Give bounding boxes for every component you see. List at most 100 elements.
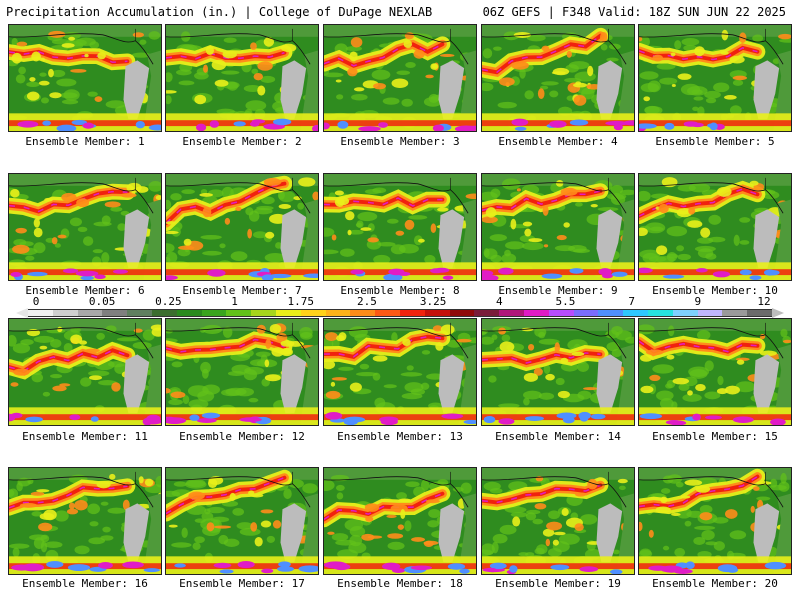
dry-region	[596, 503, 623, 563]
tropical-convection	[17, 120, 39, 128]
precip-cell	[695, 383, 706, 392]
tropical-convection	[483, 415, 496, 424]
precip-cell	[725, 509, 738, 519]
precip-cell	[498, 77, 515, 87]
precip-cell	[331, 234, 337, 241]
scale-color-swatch	[176, 310, 202, 316]
precip-cell	[206, 522, 215, 532]
precip-cell	[736, 359, 745, 365]
light-precip-area	[482, 549, 494, 556]
scale-color-swatch	[251, 310, 276, 316]
precip-cell	[97, 52, 106, 60]
light-precip-area	[324, 249, 339, 255]
light-precip-area	[245, 100, 267, 111]
light-precip-area	[20, 339, 34, 346]
precip-cell	[10, 189, 20, 198]
tropical-convection	[662, 274, 685, 279]
tropical-convection	[237, 560, 255, 569]
light-precip-area	[248, 397, 259, 403]
light-precip-area	[194, 518, 206, 523]
tropical-convection	[562, 416, 575, 424]
tropical-convection	[459, 568, 470, 574]
light-precip-area	[732, 79, 744, 86]
light-precip-area	[666, 226, 688, 237]
light-precip-area	[188, 399, 209, 409]
tropical-convection	[695, 268, 708, 273]
coastline	[166, 476, 311, 508]
light-precip-area	[166, 199, 172, 210]
tropical-convection	[75, 270, 99, 277]
precip-cell	[16, 41, 28, 47]
precip-cell	[250, 522, 258, 532]
precip-cell	[250, 42, 257, 50]
precip-cell	[639, 521, 643, 532]
precip-cell	[74, 500, 88, 511]
ensemble-member-label: Ensemble Member: 4	[498, 135, 618, 148]
light-precip-area	[336, 492, 344, 500]
light-precip-area	[573, 248, 590, 254]
precip-cell	[224, 217, 231, 225]
continent-land	[616, 493, 634, 574]
precip-cell	[456, 338, 472, 343]
precip-cell	[166, 388, 171, 394]
dry-region	[280, 60, 307, 120]
scale-color-swatch	[623, 310, 648, 316]
precip-cell	[257, 61, 273, 71]
light-precip-area	[671, 401, 678, 410]
light-precip-area	[61, 99, 79, 105]
scale-color-swatch	[77, 310, 103, 316]
storm-track-extreme	[482, 190, 601, 212]
precip-cell	[555, 180, 564, 187]
scale-color-swatch	[722, 310, 748, 316]
light-precip-area	[729, 105, 742, 116]
light-precip-area	[255, 351, 271, 358]
light-precip-area	[16, 482, 23, 492]
light-precip-area	[166, 243, 175, 253]
light-precip-area	[420, 382, 430, 390]
light-precip-area	[166, 252, 178, 263]
precip-cell	[571, 351, 585, 357]
precip-cell	[516, 188, 521, 192]
precip-cell	[402, 338, 411, 346]
tropical-convection	[143, 568, 160, 573]
light-precip-area	[264, 253, 286, 263]
precip-map	[9, 174, 161, 280]
scale-tick-label: 1.75	[287, 295, 314, 308]
scale-color-swatch	[52, 310, 78, 316]
light-precip-area	[656, 63, 676, 70]
precip-cell	[413, 49, 425, 59]
light-precip-area	[704, 90, 721, 99]
northern-land	[639, 319, 791, 331]
precip-cell	[587, 65, 594, 77]
precip-cell	[533, 367, 543, 376]
tropical-convection	[381, 562, 401, 571]
precip-cell	[522, 221, 533, 227]
precip-cell	[335, 79, 342, 83]
light-precip-area	[185, 478, 206, 488]
light-precip-area	[401, 392, 423, 400]
northern-land	[482, 25, 634, 37]
precip-cell	[183, 238, 192, 246]
scale-tick-label: 0	[32, 295, 40, 308]
tropical-convection	[388, 268, 405, 276]
light-precip-area	[608, 43, 621, 50]
light-precip-area	[501, 178, 521, 190]
light-precip-area	[221, 70, 240, 75]
light-precip-area	[355, 371, 378, 377]
precip-cell	[122, 499, 130, 511]
light-precip-area	[168, 399, 183, 406]
light-precip-area	[357, 211, 378, 222]
precip-cell	[203, 64, 208, 73]
precip-cell	[334, 190, 344, 196]
continent-land	[773, 199, 791, 280]
light-precip-area	[117, 223, 127, 231]
tropical-convection	[82, 122, 94, 129]
tropical-convection	[605, 120, 629, 126]
precip-cell	[649, 374, 661, 382]
light-precip-area	[490, 254, 502, 263]
tropical-convection	[549, 120, 567, 128]
light-precip-area	[713, 82, 730, 93]
light-precip-area	[405, 61, 416, 69]
light-precip-area	[223, 37, 237, 43]
light-precip-area	[219, 243, 226, 249]
